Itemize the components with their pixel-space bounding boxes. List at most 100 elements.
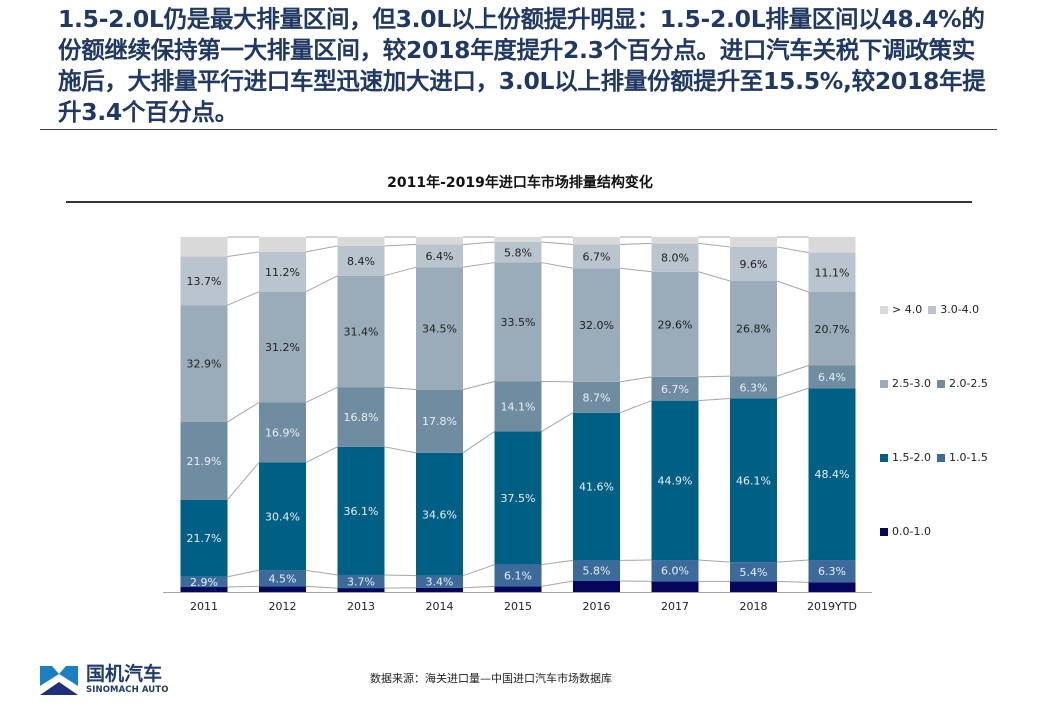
legend-label: 0.0-1.0 [892,525,931,538]
connector-line [776,246,809,254]
sinomach-logo-icon [40,666,78,695]
connector-line [384,446,417,454]
connector-line [698,375,731,378]
connector-line [305,585,338,589]
chart-title: 2011年-2019年进口车市场排量结构变化 [387,175,653,191]
bar-segment-s1_15 [259,570,306,587]
bar-segment-s2_25 [337,387,385,447]
bar-segment-s25_3 [808,292,856,366]
x-tick-label: 2011 [190,600,218,613]
data-label: 21.7% [187,532,222,545]
legend-item: 2.5-3.0 [880,377,931,390]
bar-segment-s3_4 [337,245,385,276]
logo-english-name: SINOMACH AUTO [86,685,169,695]
bar-segment-s0_1 [730,581,777,592]
bar-segment-s0_1 [259,586,306,592]
bar-segment-s2_25 [494,381,542,432]
bar-segment-s2_25 [730,376,777,399]
data-label: 3.4% [426,576,454,589]
data-label: 16.9% [265,426,300,439]
connector-line [541,412,574,432]
connector-line [227,251,260,258]
legend-label: 1.5-2.0 [892,451,931,464]
bar-segment-s3_4 [730,246,777,282]
connector-line [776,387,809,400]
connector-line [462,241,495,245]
bar-segment-s0_1 [808,582,856,592]
data-label: 5.8% [583,565,611,578]
data-source-note: 数据来源：海关进口量—中国进口汽车市场数据库 [370,672,612,685]
x-tick-label: 2012 [269,600,297,613]
bar-segment-gt4 [337,237,385,246]
connector-line [776,559,809,563]
legend-swatch [936,379,945,388]
connector-line [305,245,338,253]
x-tick-label: 2017 [661,600,689,613]
connector-line [384,574,417,577]
data-label: 11.2% [265,266,300,279]
connector-line [541,241,574,245]
bar-segment-s3_4 [416,244,463,268]
connector-line [305,275,338,293]
bar-segment-gt4 [651,237,699,244]
bar-segment-s3_4 [494,241,542,263]
legend-swatch [880,453,888,462]
connector-line [776,280,809,293]
series-connector-lines [227,236,809,589]
bar-segment-s25_3 [494,262,542,382]
data-label: 6.4% [426,250,454,263]
legend-item: 1.0-1.5 [936,451,988,464]
data-label: 33.5% [501,316,536,329]
data-label: 2.9% [190,576,218,589]
data-label: 41.6% [579,481,614,494]
sinomach-logo: 国机汽车 SINOMACH AUTO [38,664,169,696]
bar-segment-s15_2 [416,452,463,576]
bar-segment-s3_4 [573,244,620,269]
bar-segment-s15_2 [180,499,228,577]
x-tick-label: 2013 [347,600,375,613]
bar-segment-s3_4 [808,252,856,293]
logo-chinese-name: 国机汽车 [86,663,163,685]
bar-segment-s0_1 [180,587,228,592]
legend-row: 0.0-1.0 [880,525,937,538]
bar-segment-s1_15 [494,564,542,587]
data-label: 6.0% [661,565,689,578]
legend-label: 2.0-2.5 [948,377,988,390]
connector-line [619,400,652,414]
connector-line [305,569,338,576]
bar-segment-s1_15 [808,560,856,583]
data-label: 8.4% [347,255,375,268]
data-label: 14.1% [501,401,536,414]
connector-line [305,386,338,403]
legend-label: > 4.0 [892,303,923,316]
connector-line [619,242,652,245]
bar-segment-gt4 [494,237,542,242]
bar-segment-s0_1 [337,588,385,592]
legend-row: > 4.0 3.0-4.0 [880,303,985,316]
legend-row: 1.5-2.0 1.0-1.5 [880,451,994,464]
bar-segment-s2_25 [259,402,306,463]
bar-segment-s1_15 [337,574,385,589]
bar-segment-s1_15 [180,576,228,588]
connector-line [619,376,652,383]
data-label: 37.5% [501,492,536,505]
legend-swatch [880,305,888,314]
data-label: 34.5% [422,322,457,335]
legend-swatch [936,453,945,462]
data-label: 3.7% [347,576,375,589]
bar-segment-gt4 [573,237,620,245]
data-label: 46.1% [736,474,771,487]
connector-line [541,262,574,269]
data-label: 30.4% [265,510,300,523]
data-label: 6.3% [740,381,768,394]
bar-segment-s2_25 [651,376,699,401]
bar-segment-s15_2 [808,388,856,561]
bar-segment-s3_4 [651,243,699,272]
bar-segment-s1_15 [573,560,620,581]
x-tick-label: 2014 [426,600,454,613]
bars [180,237,856,592]
connector-line [776,580,809,583]
data-label: 44.9% [658,474,693,487]
connector-line [541,559,574,566]
legend-swatch [928,305,937,314]
